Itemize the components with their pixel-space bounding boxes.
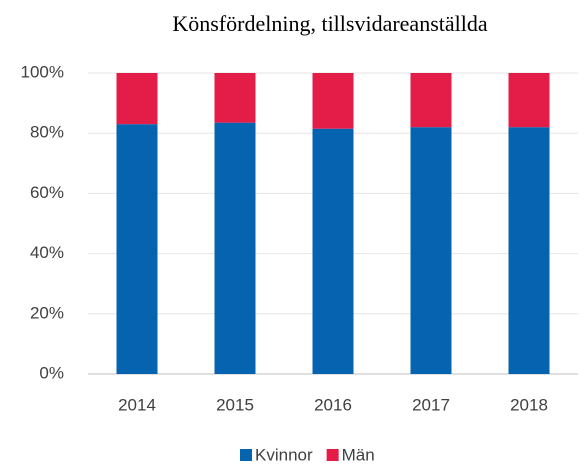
y-tick-label: 20% bbox=[30, 303, 64, 322]
bar-segment bbox=[508, 127, 550, 375]
y-tick-label: 60% bbox=[30, 183, 64, 202]
bar-segment bbox=[116, 73, 158, 125]
y-tick-label: 80% bbox=[30, 123, 64, 142]
legend-swatch bbox=[326, 449, 339, 461]
bar-segment bbox=[312, 73, 354, 129]
y-tick-label: 40% bbox=[30, 243, 64, 262]
legend-label: Män bbox=[342, 445, 375, 464]
bar-segment bbox=[410, 127, 452, 375]
chart-title: Könsfördelning, tillsvidareanställda bbox=[172, 11, 487, 36]
y-tick-label: 100% bbox=[21, 62, 64, 81]
x-tick-label: 2017 bbox=[412, 395, 450, 414]
x-tick-label: 2018 bbox=[510, 395, 548, 414]
legend-label: Kvinnor bbox=[255, 445, 313, 464]
x-tick-label: 2014 bbox=[118, 395, 156, 414]
y-tick-label: 0% bbox=[39, 363, 64, 382]
legend-swatch bbox=[240, 449, 252, 461]
bar-segment bbox=[116, 124, 158, 374]
bar-segment bbox=[410, 73, 452, 128]
bar-segment bbox=[508, 73, 550, 128]
bar-segment bbox=[214, 73, 256, 123]
x-tick-label: 2015 bbox=[216, 395, 254, 414]
bar-segment bbox=[214, 122, 256, 374]
x-tick-label: 2016 bbox=[314, 395, 352, 414]
bar-segment bbox=[312, 128, 354, 374]
